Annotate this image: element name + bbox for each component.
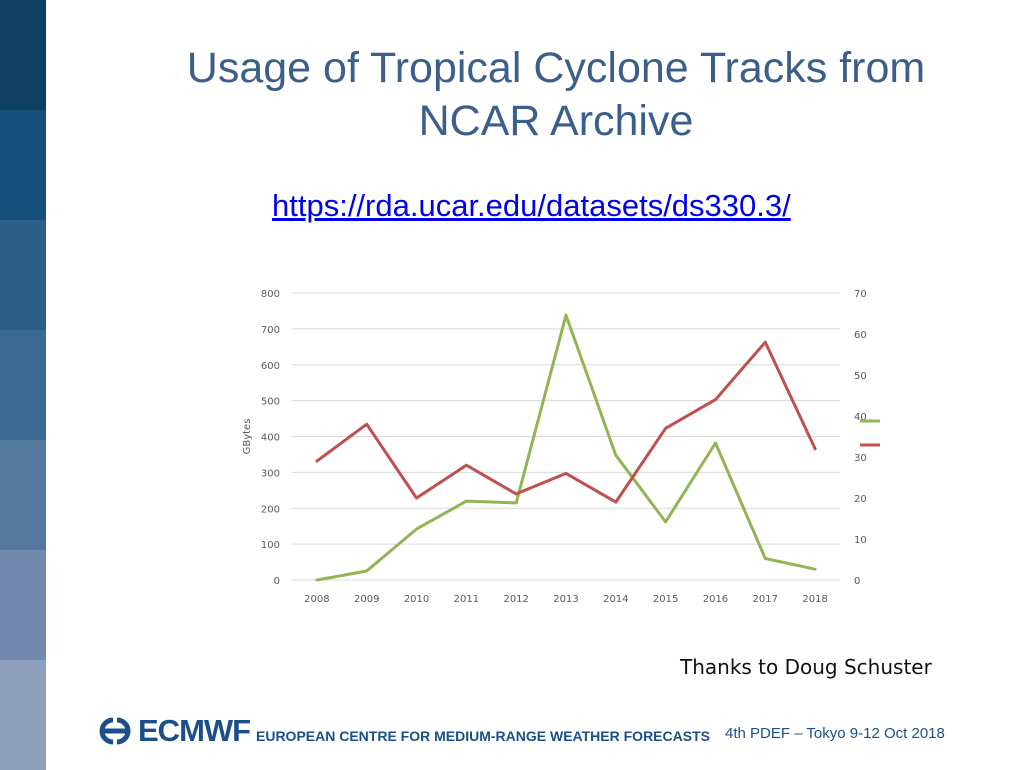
x-tick-label: 2017: [753, 594, 778, 605]
y2-tick-label: 40: [854, 412, 867, 423]
y-tick-label: 300: [261, 468, 280, 479]
y-tick-label: 700: [261, 325, 280, 336]
sidebar-band: [0, 220, 46, 330]
y-tick-label: 100: [261, 540, 280, 551]
slide-title: Usage of Tropical Cyclone Tracks from NC…: [100, 42, 1012, 148]
x-tick-label: 2018: [802, 594, 827, 605]
thanks-note: Thanks to Doug Schuster: [680, 655, 932, 679]
x-tick-label: 2014: [603, 594, 628, 605]
y-tick-label: 500: [261, 397, 280, 408]
series-line-0: [315, 313, 817, 582]
usage-line-chart: 0 100 200 300 400 500 600 700 800 0 10 20 30 40 50 60 70…: [242, 289, 880, 605]
sidebar-band: [0, 660, 46, 770]
series-line-1: [315, 340, 817, 504]
ecmwf-logo-icon: [99, 717, 131, 745]
sidebar-band: [0, 110, 46, 220]
y2-tick-label: 30: [854, 453, 867, 464]
y-tick-label: 600: [261, 361, 280, 372]
x-tick-label: 2015: [653, 594, 678, 605]
sidebar-band: [0, 0, 46, 110]
y2-tick-label: 70: [854, 289, 867, 300]
ecmwf-logo: ECMWF: [95, 714, 251, 748]
y2-tick-label: 10: [854, 535, 867, 546]
y-tick-label: 0: [274, 576, 280, 587]
x-tick-label: 2016: [703, 594, 728, 605]
organization-name: EUROPEAN CENTRE FOR MEDIUM-RANGE WEATHER…: [256, 728, 710, 744]
y2-tick-label: 60: [854, 330, 867, 341]
sidebar-decoration: [0, 0, 46, 770]
y2-tick-label: 50: [854, 371, 867, 382]
x-tick-label: 2012: [503, 594, 528, 605]
x-tick-label: 2010: [404, 594, 429, 605]
sidebar-band: [0, 440, 46, 550]
y-tick-label: 400: [261, 433, 280, 444]
x-tick-label: 2009: [354, 594, 379, 605]
y2-tick-label: 0: [854, 576, 860, 587]
y-tick-label: 200: [261, 504, 280, 515]
title-line-1: Usage of Tropical Cyclone Tracks from: [186, 44, 926, 92]
sidebar-band: [0, 550, 46, 660]
dataset-link[interactable]: https://rda.ucar.edu/datasets/ds330.3/: [272, 188, 791, 223]
title-line-2: NCAR Archive: [418, 97, 694, 145]
sidebar-band: [0, 330, 46, 440]
x-tick-label: 2013: [553, 594, 578, 605]
event-info: 4th PDEF – Tokyo 9-12 Oct 2018: [725, 725, 945, 742]
x-tick-label: 2008: [304, 594, 329, 605]
x-tick-label: 2011: [454, 594, 479, 605]
y-tick-label: 800: [261, 289, 280, 300]
y-axis-title: GBytes: [242, 419, 253, 455]
ecmwf-logo-text: ECMWF: [138, 713, 251, 748]
y2-tick-label: 20: [854, 494, 867, 505]
